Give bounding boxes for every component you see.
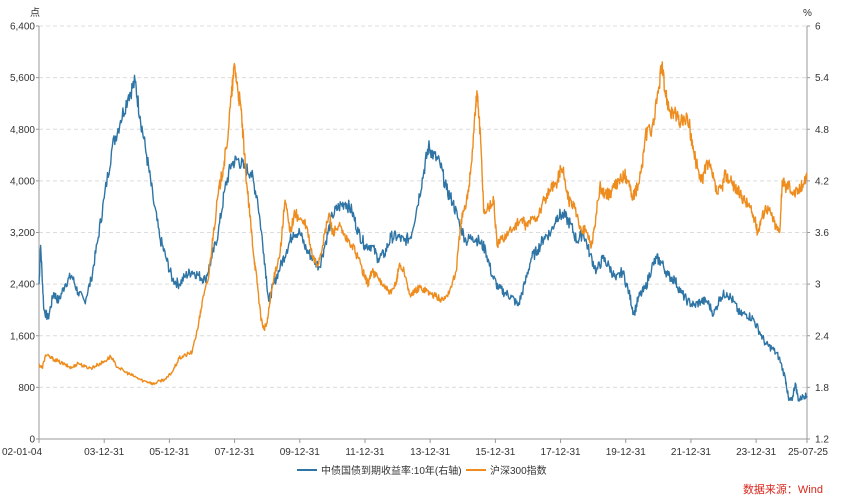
right-tick-label: 6 [815, 22, 821, 33]
series-lines [38, 61, 808, 402]
right-axis-unit: % [803, 8, 812, 19]
x-tick-label: 25-07-25 [788, 447, 828, 458]
left-tick-label: 6,400 [10, 22, 35, 33]
x-axis-ticks: 02-01-04 03-12-31 05-12-31 07-12-31 09-12-31… [2, 439, 828, 458]
right-tick-label: 1.8 [815, 383, 829, 394]
x-tick-label: 09-12-31 [280, 447, 320, 458]
x-tick-label: 21-12-31 [671, 447, 711, 458]
data-source-note: 数据来源：Wind [743, 482, 823, 496]
x-tick-label: 03-12-31 [84, 447, 124, 458]
x-tick-label: 17-12-31 [541, 447, 581, 458]
series-line-bond-yield [38, 74, 808, 402]
x-tick-label: 05-12-31 [149, 447, 189, 458]
grid-lines [39, 25, 807, 388]
left-tick-label: 800 [18, 383, 35, 394]
left-tick-label: 1,600 [10, 331, 35, 342]
right-tick-label: 3 [815, 280, 821, 291]
left-tick-label: 4,000 [10, 176, 35, 187]
x-tick-label: 15-12-31 [475, 447, 515, 458]
left-tick-label: 4,800 [10, 125, 35, 136]
right-tick-label: 4.8 [815, 125, 829, 136]
left-tick-label: 5,600 [10, 73, 35, 84]
right-tick-label: 5.4 [815, 73, 829, 84]
left-axis-ticks: 0 800 1,600 2,400 3,200 4,000 4,800 5,600 6,400 [10, 22, 39, 446]
right-tick-label: 4.2 [815, 176, 829, 187]
right-tick-label: 3.6 [815, 228, 829, 239]
left-axis-unit: 点 [30, 7, 40, 19]
series-line-csi300 [38, 61, 808, 386]
legend-label-bond-yield: 中债国债到期收益率:10年(右轴) [321, 464, 462, 477]
x-tick-label: 23-12-31 [736, 447, 776, 458]
x-tick-label: 13-12-31 [410, 447, 450, 458]
right-tick-label: 1.2 [815, 435, 829, 446]
x-tick-label: 02-01-04 [2, 447, 42, 458]
left-tick-label: 3,200 [10, 228, 35, 239]
legend: 中债国债到期收益率:10年(右轴) 沪深300指数 [297, 464, 547, 477]
right-axis-ticks: 1.2 1.8 2.4 3 3.6 4.2 4.8 5.4 6 [807, 22, 829, 446]
x-tick-label: 11-12-31 [345, 447, 385, 458]
legend-label-csi300: 沪深300指数 [490, 464, 547, 477]
right-tick-label: 2.4 [815, 331, 829, 342]
x-tick-label: 19-12-31 [606, 447, 646, 458]
x-tick-label: 07-12-31 [215, 447, 255, 458]
left-tick-label: 0 [29, 435, 35, 446]
left-tick-label: 2,400 [10, 280, 35, 291]
